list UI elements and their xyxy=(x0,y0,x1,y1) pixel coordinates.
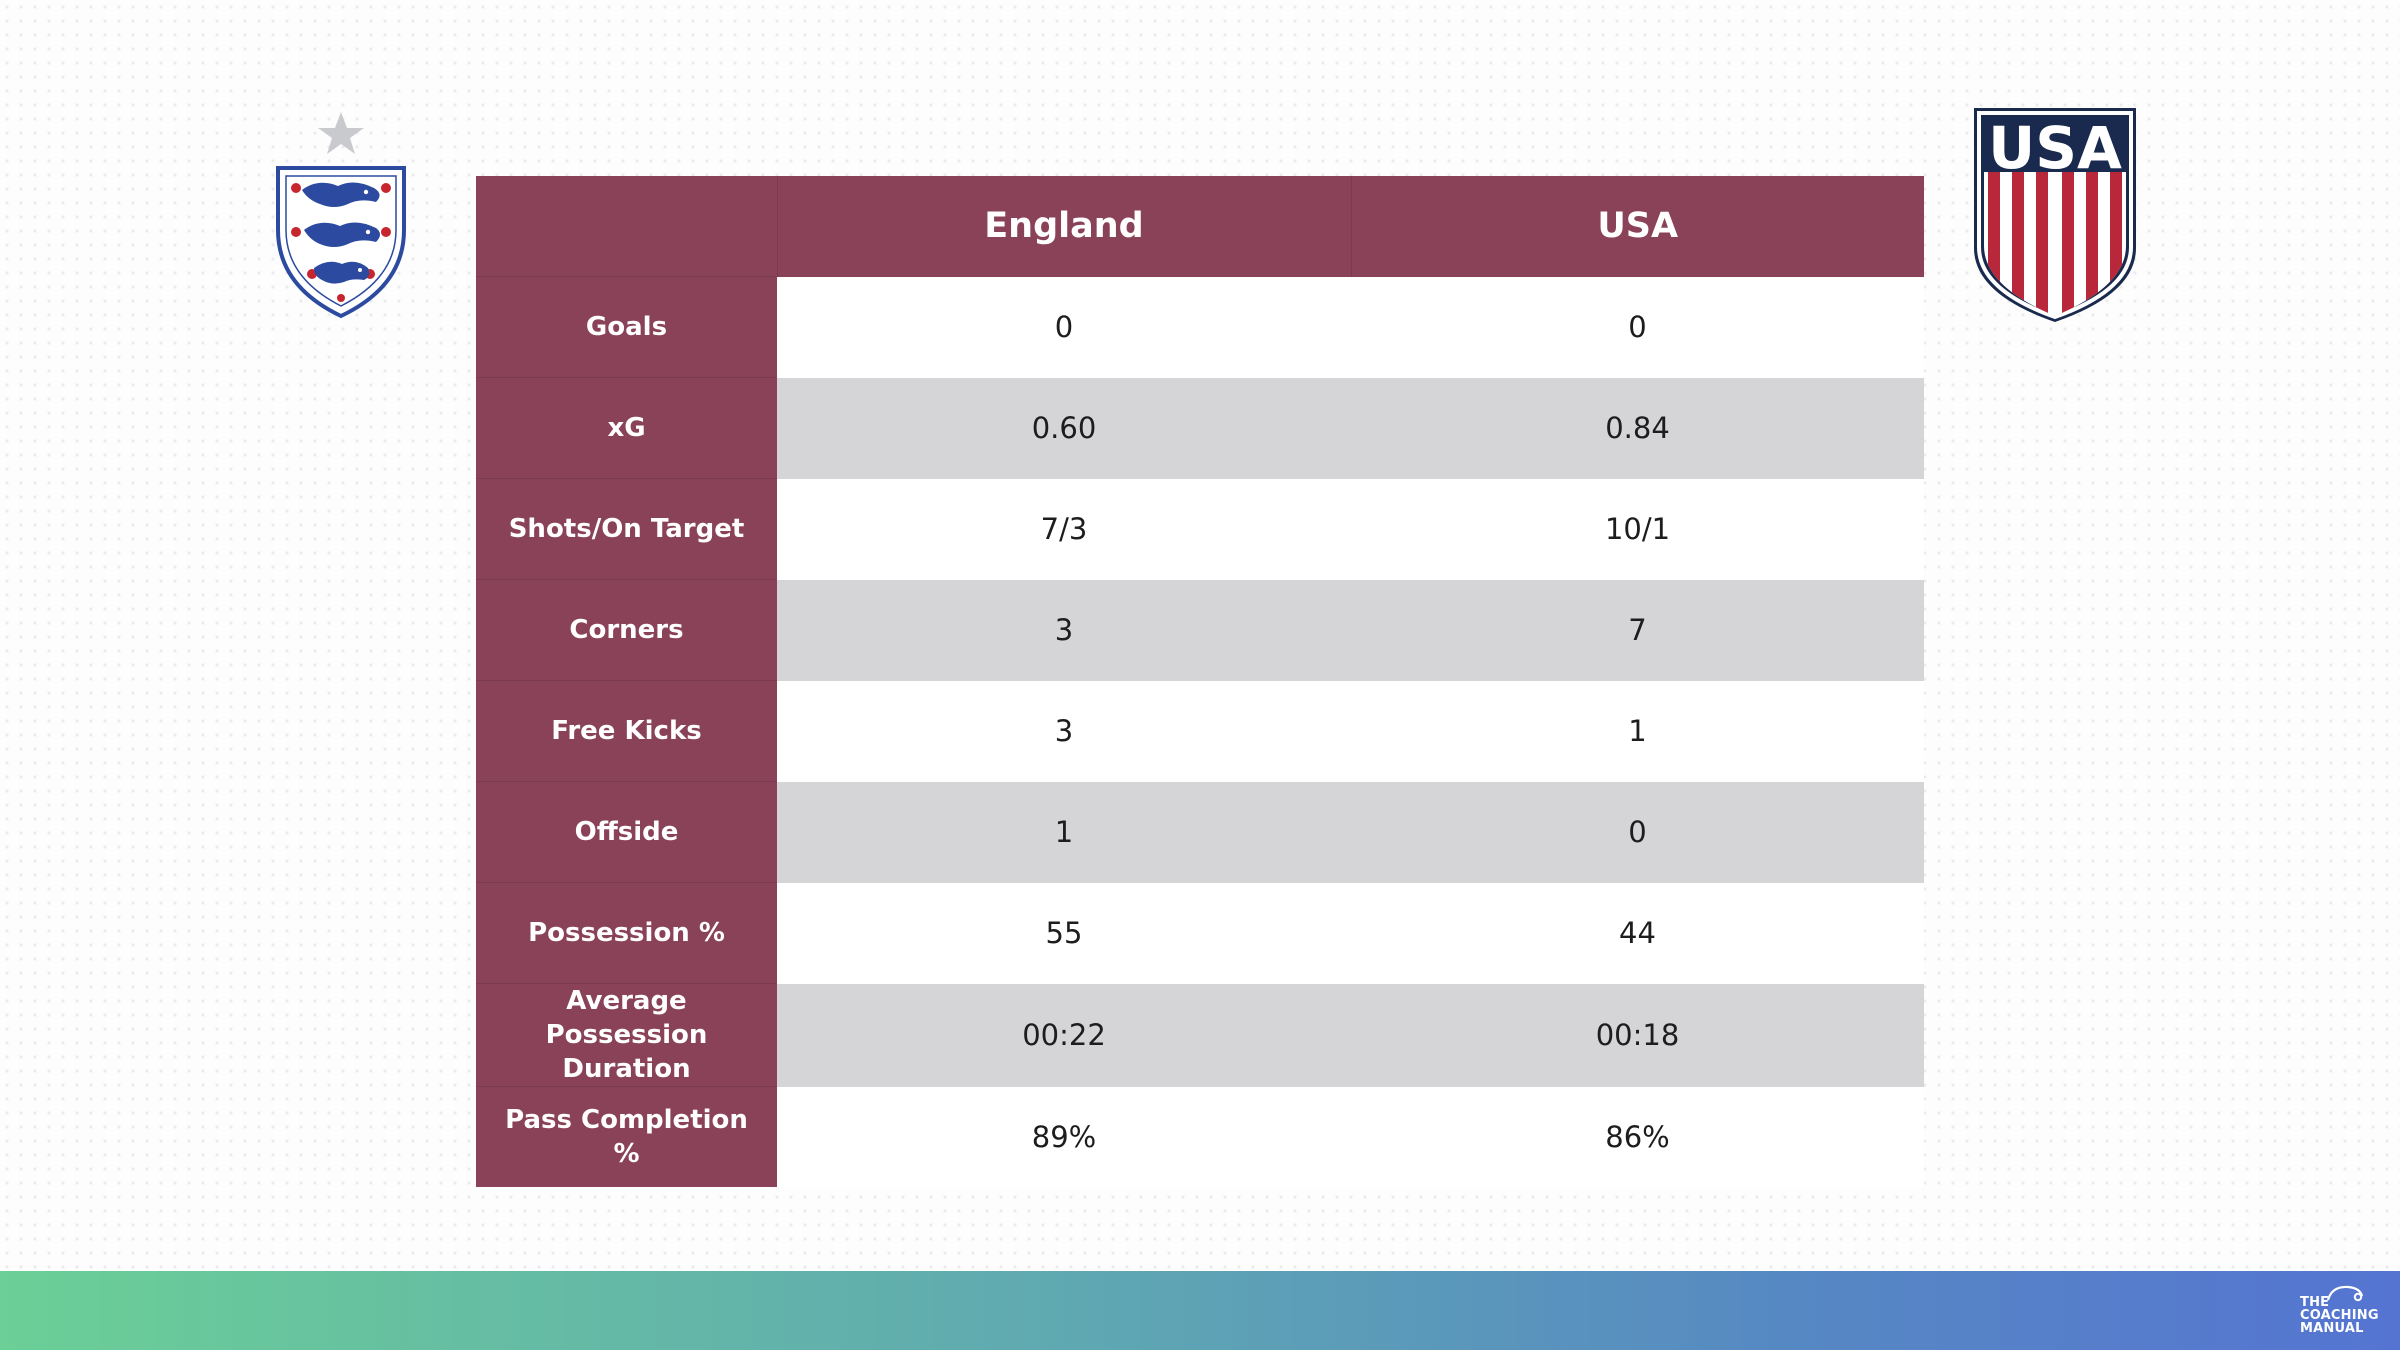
england-value: 55 xyxy=(777,882,1351,984)
table-row: Possession % 55 44 xyxy=(476,882,1924,984)
whistle-icon xyxy=(2326,1285,2364,1302)
england-value: 7/3 xyxy=(777,478,1351,580)
star-icon xyxy=(318,112,364,154)
usa-value: 0 xyxy=(1351,276,1924,378)
table-row: Offside 1 0 xyxy=(476,781,1924,883)
table-row: Free Kicks 3 1 xyxy=(476,680,1924,782)
table-row: Corners 3 7 xyxy=(476,579,1924,681)
england-value: 1 xyxy=(777,781,1351,883)
column-header-usa: USA xyxy=(1351,176,1924,277)
table-row: xG 0.60 0.84 xyxy=(476,377,1924,479)
logo-text-line3: MANUAL xyxy=(2300,1321,2364,1336)
usa-value: 10/1 xyxy=(1351,478,1924,580)
row-label-free-kicks: Free Kicks xyxy=(476,680,777,782)
row-label-shots-on-target: Shots/On Target xyxy=(476,478,777,580)
england-value: 3 xyxy=(777,579,1351,681)
table-corner-cell xyxy=(476,176,778,277)
usa-value: 1 xyxy=(1351,680,1924,782)
row-label-xg: xG xyxy=(476,377,777,479)
row-label-possession: Possession % xyxy=(476,882,777,984)
england-value: 0 xyxy=(777,276,1351,378)
row-label-pass-completion: Pass Completion % xyxy=(476,1086,777,1187)
usa-value: 7 xyxy=(1351,579,1924,681)
logo-text-line2: COACHING xyxy=(2300,1308,2379,1323)
table-row: Shots/On Target 7/3 10/1 xyxy=(476,478,1924,580)
coaching-manual-logo: THE COACHING MANUAL xyxy=(2296,1284,2392,1338)
row-label-corners: Corners xyxy=(476,579,777,681)
usa-crest-icon: USA xyxy=(1972,106,2138,324)
row-label-offside: Offside xyxy=(476,781,777,883)
logo-text-line1: THE xyxy=(2300,1295,2330,1310)
footer-gradient-bar xyxy=(0,1271,2400,1350)
table-header-row: England USA xyxy=(476,176,1924,277)
england-value: 89% xyxy=(777,1086,1351,1187)
england-value: 00:22 xyxy=(777,983,1351,1087)
row-label-average-possession-duration: Average Possession Duration xyxy=(476,983,777,1087)
column-header-england: England xyxy=(777,176,1352,277)
usa-value: 0 xyxy=(1351,781,1924,883)
england-crest-icon xyxy=(268,108,414,320)
table-row: Average Possession Duration 00:22 00:18 xyxy=(476,983,1924,1087)
row-label-goals: Goals xyxy=(476,276,777,378)
usa-value: 44 xyxy=(1351,882,1924,984)
england-value: 0.60 xyxy=(777,377,1351,479)
table-row: Goals 0 0 xyxy=(476,276,1924,378)
england-value: 3 xyxy=(777,680,1351,782)
usa-value: 86% xyxy=(1351,1086,1924,1187)
usa-value: 0.84 xyxy=(1351,377,1924,479)
table-row: Pass Completion % 89% 86% xyxy=(476,1086,1924,1187)
svg-text:USA: USA xyxy=(1988,114,2122,182)
match-stats-table: England USA Goals 0 0 xG 0.60 0.84 Shots… xyxy=(476,176,1924,1187)
usa-value: 00:18 xyxy=(1351,983,1924,1087)
